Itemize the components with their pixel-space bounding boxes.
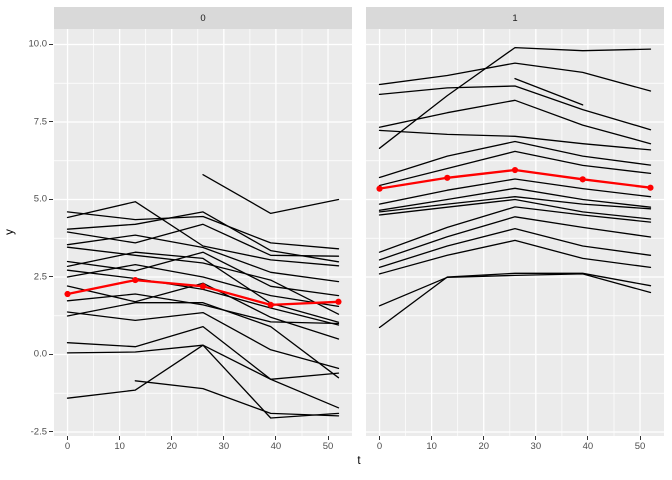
- trajectory-line: [66, 325, 340, 380]
- trajectory-line: [378, 216, 652, 261]
- y-tick-label: 7.5: [33, 116, 47, 128]
- trajectory-line: [378, 178, 652, 205]
- y-tick-mark: [49, 276, 53, 278]
- trajectory-line: [378, 273, 652, 307]
- mean-point: [376, 185, 383, 192]
- y-axis-title: y: [4, 229, 16, 235]
- x-tick-mark: [483, 436, 485, 440]
- y-tick-label: -2.5: [30, 426, 47, 438]
- panel-background: [54, 29, 352, 436]
- x-tick-mark: [379, 436, 381, 440]
- trajectory-line: [66, 251, 340, 323]
- y-tick-label: 0.0: [33, 348, 47, 360]
- trajectory-line: [134, 380, 340, 417]
- y-tick-label: 5.0: [33, 193, 47, 205]
- mean-point: [199, 283, 207, 290]
- trajectory-line: [66, 246, 340, 315]
- y-tick-mark: [49, 353, 53, 355]
- mean-point: [579, 176, 586, 183]
- y-tick-mark: [49, 43, 53, 45]
- y-tick-mark: [49, 198, 53, 200]
- facet-strip-1: 1: [366, 7, 664, 29]
- trajectory-line: [378, 46, 652, 149]
- trajectory-line: [378, 272, 652, 329]
- trajectory-line: [378, 150, 652, 187]
- x-tick-mark: [327, 436, 329, 440]
- trajectory-line: [66, 263, 340, 308]
- x-tick-mark: [431, 436, 433, 440]
- x-tick-mark: [587, 436, 589, 440]
- x-tick-label: 20: [478, 441, 490, 452]
- x-tick-label: 0: [376, 441, 383, 452]
- trajectory-line: [378, 198, 652, 220]
- facet-panel-1: [366, 29, 664, 436]
- mean-point: [64, 290, 71, 298]
- trajectory-line: [378, 239, 652, 275]
- mean-point: [444, 174, 451, 181]
- mean-point: [511, 166, 519, 174]
- trajectory-line: [66, 201, 340, 267]
- x-tick-mark: [119, 436, 121, 440]
- x-tick-label: 30: [218, 441, 230, 452]
- x-tick-label: 10: [114, 441, 125, 452]
- trajectory-line: [202, 174, 340, 215]
- facet-strip-0: 0: [54, 7, 352, 29]
- x-tick-mark: [275, 436, 277, 440]
- x-tick-mark: [639, 436, 641, 440]
- trajectory-line: [66, 311, 340, 370]
- x-tick-label: 50: [634, 441, 646, 452]
- y-tick-label: 2.5: [33, 271, 47, 283]
- trajectory-line: [378, 62, 652, 92]
- x-tick-mark: [171, 436, 173, 440]
- x-tick-label: 30: [530, 441, 542, 452]
- mean-point: [335, 298, 342, 305]
- y-tick-mark: [49, 431, 53, 433]
- y-tick-label: 10.0: [28, 38, 48, 50]
- mean-point: [267, 301, 274, 308]
- trajectory-line: [378, 99, 652, 145]
- mean-point: [647, 184, 654, 191]
- trajectory-line: [378, 129, 652, 151]
- x-tick-mark: [535, 436, 537, 440]
- facet-strip-label: 1: [512, 12, 518, 24]
- trajectory-line: [66, 344, 340, 409]
- facet-strip-label: 0: [200, 12, 206, 24]
- x-tick-label: 50: [322, 441, 334, 452]
- trajectory-line: [66, 211, 340, 250]
- trajectory-line: [66, 302, 340, 379]
- x-tick-mark: [67, 436, 69, 440]
- trajectory-line: [514, 77, 584, 106]
- trajectory-line: [66, 211, 340, 263]
- x-tick-label: 20: [166, 441, 178, 452]
- trajectory-line: [378, 196, 652, 213]
- trajectory-line: [378, 187, 652, 211]
- x-tick-label: 10: [426, 441, 437, 452]
- mean-point: [132, 276, 139, 284]
- x-tick-label: 40: [582, 441, 594, 452]
- x-axis-title: t: [357, 455, 361, 467]
- y-tick-mark: [49, 121, 53, 123]
- trajectory-line: [66, 234, 340, 283]
- x-tick-mark: [223, 436, 225, 440]
- trajectory-line: [378, 140, 652, 179]
- trajectory-line: [66, 269, 340, 326]
- trajectory-line: [66, 223, 340, 257]
- trajectory-line: [378, 206, 652, 253]
- x-tick-label: 0: [64, 441, 71, 452]
- x-tick-label: 40: [270, 441, 282, 452]
- trajectory-line: [66, 293, 340, 325]
- trajectory-line: [66, 251, 340, 297]
- facet-panel-0: [54, 29, 352, 436]
- trajectory-line: [378, 85, 652, 131]
- trajectory-line: [378, 227, 652, 269]
